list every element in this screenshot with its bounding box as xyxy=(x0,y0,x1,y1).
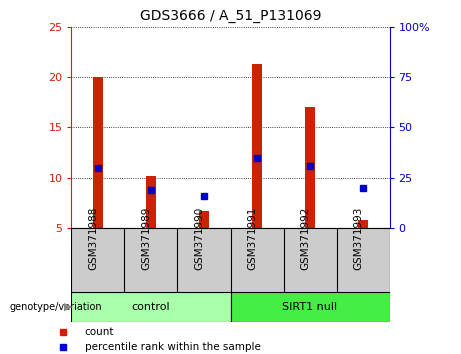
Bar xyxy=(358,220,368,228)
Text: GSM371991: GSM371991 xyxy=(247,206,257,270)
Text: control: control xyxy=(132,302,170,312)
Text: GSM371988: GSM371988 xyxy=(88,206,98,270)
Bar xyxy=(230,292,390,322)
Bar xyxy=(71,292,230,322)
Text: percentile rank within the sample: percentile rank within the sample xyxy=(85,342,261,352)
Bar xyxy=(199,211,209,228)
Text: genotype/variation: genotype/variation xyxy=(9,302,102,312)
Text: SIRT1 null: SIRT1 null xyxy=(283,302,337,312)
Text: GSM371989: GSM371989 xyxy=(141,206,151,270)
Text: GSM371993: GSM371993 xyxy=(353,206,363,270)
Text: GDS3666 / A_51_P131069: GDS3666 / A_51_P131069 xyxy=(140,9,321,23)
Bar xyxy=(146,176,156,228)
Text: count: count xyxy=(85,327,114,337)
Text: GSM371992: GSM371992 xyxy=(300,206,310,270)
Bar xyxy=(305,107,315,228)
Text: ▶: ▶ xyxy=(64,302,72,312)
Text: GSM371990: GSM371990 xyxy=(194,206,204,269)
Bar xyxy=(93,77,103,228)
Bar xyxy=(252,64,262,228)
